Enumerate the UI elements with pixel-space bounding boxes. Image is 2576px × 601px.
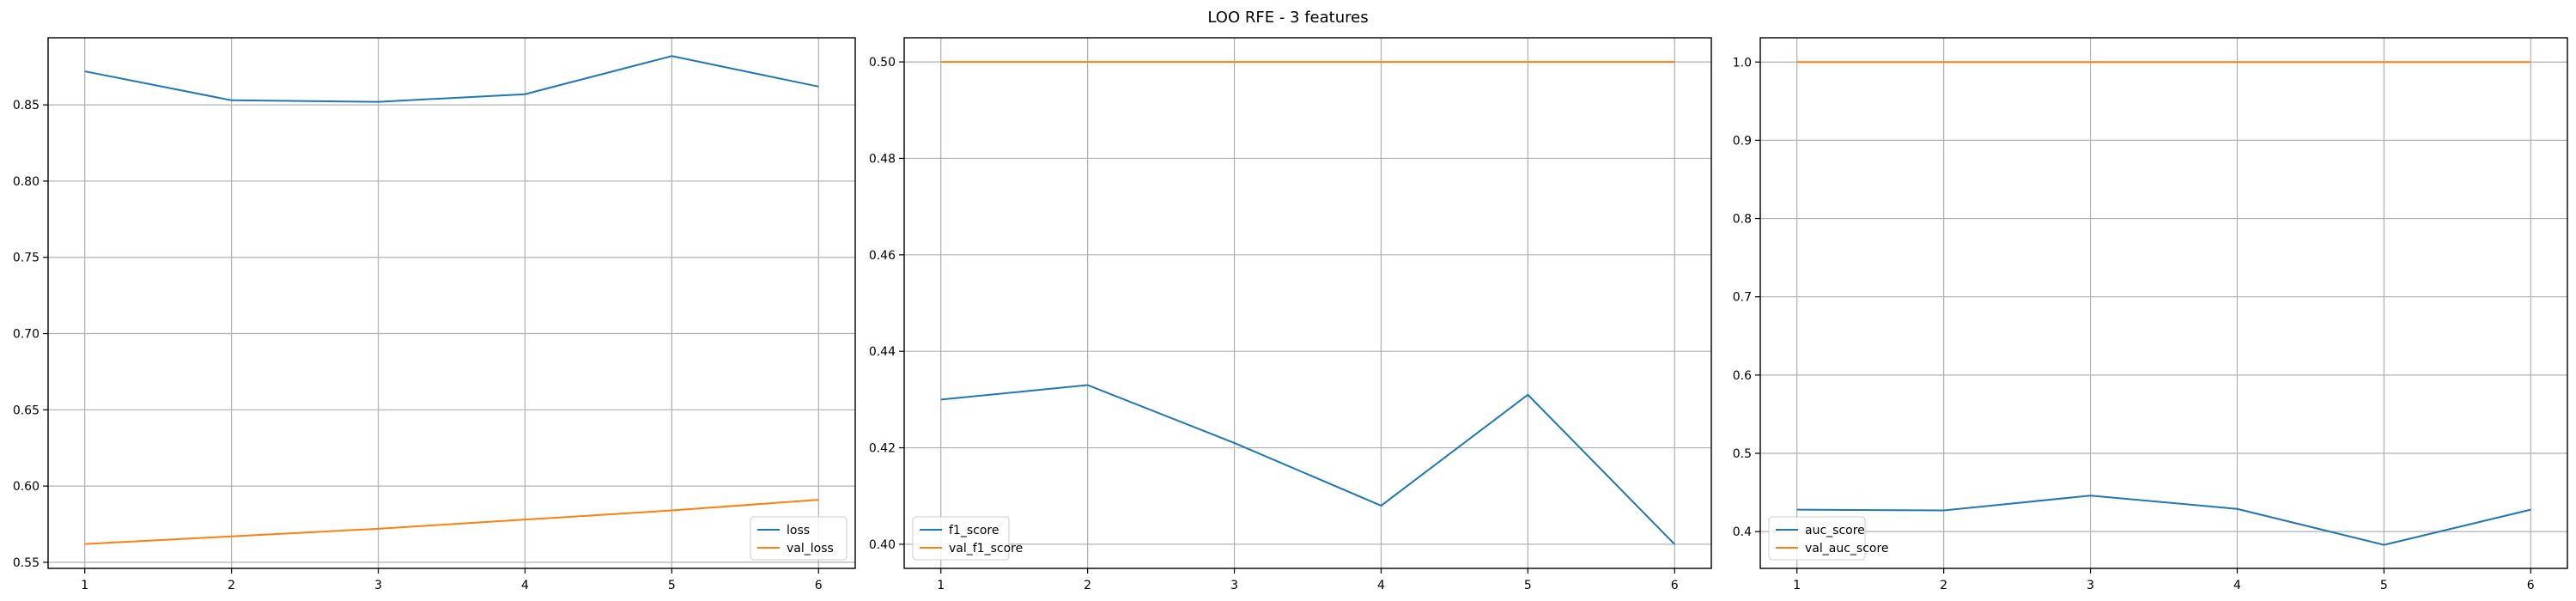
axes-frame	[903, 37, 1712, 569]
y-tick-label: 0.70	[13, 328, 39, 342]
y-tick-label: 0.75	[13, 252, 39, 265]
y-tick-label: 0.80	[13, 175, 39, 189]
y-tick-label: 0.85	[13, 99, 39, 112]
series-line-val_loss	[84, 499, 819, 545]
legend: f1_score val_f1_score	[912, 516, 1023, 561]
y-tick-label: 1.0	[1733, 56, 1752, 70]
axes-frame	[47, 37, 856, 569]
y-tick-label: 0.46	[869, 249, 896, 263]
y-tick-label: 0.5	[1733, 447, 1752, 461]
legend-label: f1_score	[949, 524, 999, 537]
series-line-f1_score	[940, 384, 1675, 545]
y-tick-label: 0.9	[1733, 134, 1752, 148]
x-tick-label: 2	[1940, 579, 1947, 592]
x-tick-label: 2	[1084, 579, 1091, 592]
legend-box	[912, 516, 1010, 561]
y-tick-label: 0.65	[13, 404, 39, 417]
axes-frame	[1759, 37, 2568, 569]
series-line-loss	[84, 55, 819, 103]
legend: loss val_loss	[750, 516, 848, 561]
y-tick-label: 0.6	[1733, 369, 1752, 383]
x-tick-label: 4	[1377, 579, 1385, 592]
x-tick-label: 5	[668, 579, 676, 592]
legend: auc_score val_auc_score	[1768, 516, 1889, 561]
legend-box	[750, 516, 848, 561]
y-tick-label: 0.8	[1733, 213, 1752, 227]
x-tick-label: 3	[2087, 579, 2094, 592]
x-tick-label: 3	[1230, 579, 1238, 592]
legend-label: auc_score	[1805, 524, 1865, 537]
legend-label: val_f1_score	[949, 542, 1023, 555]
series-line-auc_score	[1796, 495, 2531, 546]
x-tick-label: 4	[521, 579, 529, 592]
y-tick-label: 0.42	[869, 442, 896, 456]
x-tick-label: 5	[2380, 579, 2388, 592]
y-tick-label: 0.44	[869, 345, 896, 359]
x-tick-label: 6	[815, 579, 823, 592]
x-tick-label: 1	[1793, 579, 1801, 592]
legend-label: val_auc_score	[1805, 542, 1889, 555]
x-tick-label: 6	[1671, 579, 1679, 592]
x-tick-label: 4	[2233, 579, 2241, 592]
y-tick-label: 0.60	[13, 480, 39, 494]
legend-box	[1768, 516, 1866, 561]
subplot-1: 1 2 3 4 5 6 0.55 0.60 0.65 0.70 0.75 0.80 0.85 loss va…	[13, 37, 856, 592]
x-tick-label: 5	[1524, 579, 1532, 592]
x-tick-label: 1	[937, 579, 945, 592]
y-tick-label: 0.50	[869, 56, 896, 70]
figure-title: LOO RFE - 3 features	[1207, 9, 1369, 27]
x-tick-label: 3	[374, 579, 382, 592]
legend-label: val_loss	[787, 542, 834, 555]
y-tick-label: 0.4	[1733, 525, 1752, 539]
subplot-2: 1 2 3 4 5 6 0.40 0.42 0.44 0.46 0.48 0.50 f1_scoreva…	[869, 37, 1712, 592]
y-tick-label: 0.55	[13, 556, 39, 570]
subplot-3: 1 2 3 4 5 6 0.4 0.5 0.6 0.7 0.8 0.9 1.0 auc_score val_…	[1733, 37, 2568, 592]
legend-label: loss	[787, 524, 810, 537]
x-tick-label: 2	[228, 579, 235, 592]
x-tick-label: 6	[2527, 579, 2535, 592]
x-tick-label: 1	[81, 579, 88, 592]
y-tick-label: 0.7	[1733, 291, 1752, 305]
y-tick-label: 0.48	[869, 152, 896, 166]
y-tick-label: 0.40	[869, 538, 896, 552]
